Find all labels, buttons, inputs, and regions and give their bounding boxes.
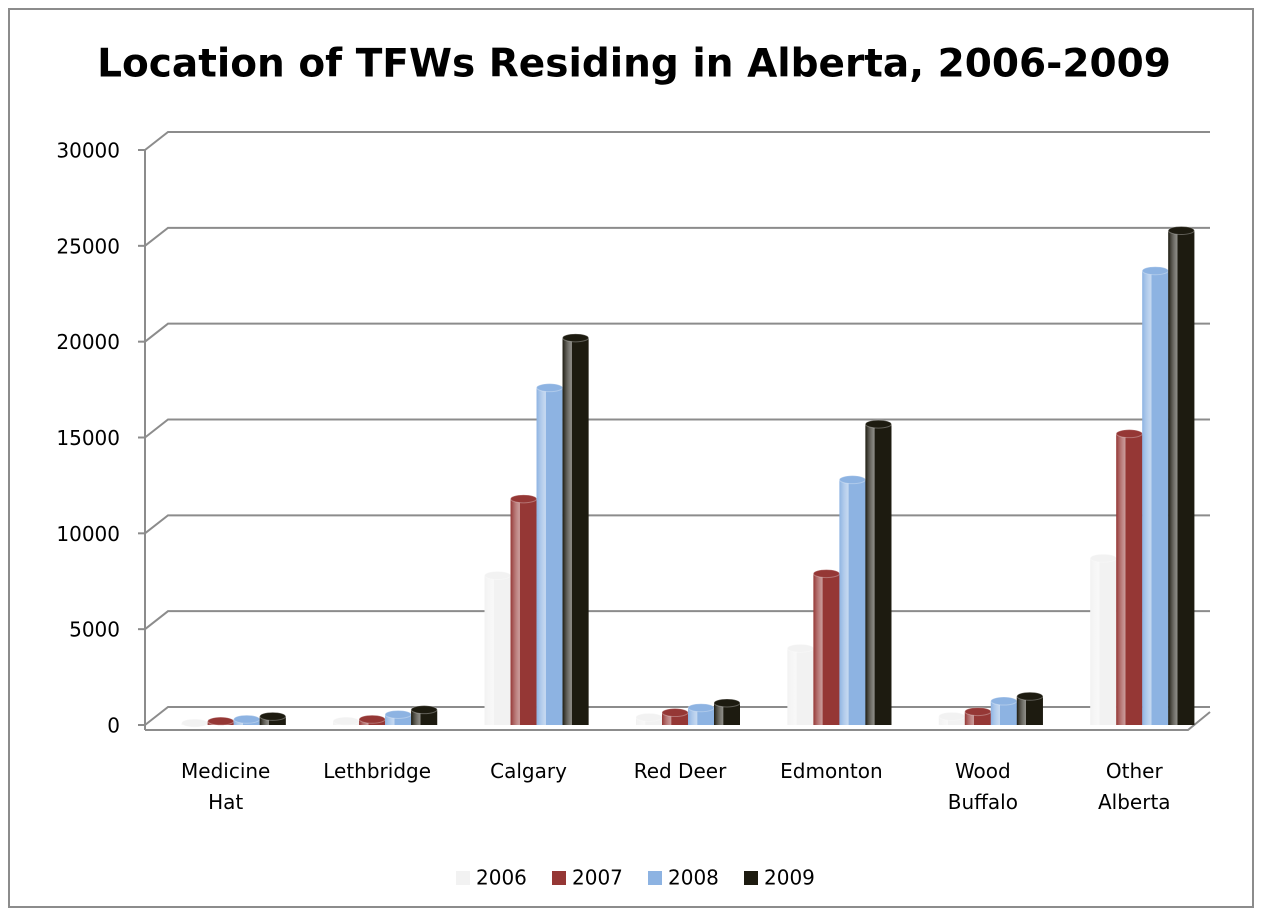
bar-cap (713, 698, 741, 708)
bar-cap (484, 571, 512, 580)
x-tick-label: Lethbridge (323, 759, 432, 783)
legend-label: 2006 (476, 866, 527, 890)
x-tick-label: Edmonton (780, 759, 883, 783)
bar-cap (510, 494, 538, 504)
bar-cap (207, 716, 235, 726)
bar-cap (864, 419, 892, 429)
bar-shade (1016, 696, 1043, 725)
bar-cap (410, 705, 438, 715)
bar-shade (259, 716, 286, 725)
bar-shade (536, 387, 563, 725)
x-tick-label: Calgary (490, 759, 567, 783)
bar-cap (332, 716, 360, 726)
y-tick-label: 15000 (56, 426, 120, 450)
y-tick-label: 5000 (69, 618, 120, 642)
y-tick-label: 20000 (56, 330, 120, 354)
bar-shade (562, 337, 589, 725)
bar-cap (358, 714, 386, 724)
grid-line (144, 514, 1210, 535)
bar-cap (964, 707, 992, 717)
x-tick-label: Medicine Hat (181, 759, 271, 814)
y-tick-label: 10000 (56, 522, 120, 546)
bar-shade (787, 648, 814, 725)
bar-cap (990, 696, 1018, 706)
legend-swatch (648, 871, 662, 885)
bar-cap (938, 711, 966, 721)
bar-shade (484, 575, 511, 725)
bar-cap (838, 475, 866, 485)
bar-shade (1116, 433, 1143, 725)
bar-cap (1089, 553, 1117, 563)
legend-label: 2008 (668, 866, 719, 890)
bar-cap (259, 711, 287, 721)
x-tick-label: Wood Buffalo (947, 759, 1018, 814)
bar-cap (661, 708, 689, 718)
bar-cap (635, 712, 663, 722)
bar-cap (181, 718, 209, 728)
bar-shade (990, 701, 1017, 725)
x-tick-label: Other Alberta (1098, 759, 1171, 814)
bar-cap (1115, 429, 1143, 439)
bar-cap (1141, 266, 1169, 276)
bar-shade (714, 702, 740, 725)
grid-line (144, 322, 1210, 343)
bar-shade (1142, 270, 1169, 725)
y-tick-label: 0 (107, 714, 120, 738)
bar-shade (938, 716, 965, 725)
bar-cap (1016, 691, 1044, 701)
x-tick-label: Red Deer (633, 759, 727, 783)
bar-shade (839, 479, 866, 725)
bar-shade (1090, 558, 1117, 725)
grid-line (144, 610, 1210, 630)
bar-shade (688, 707, 714, 725)
bar-cap (233, 714, 261, 724)
chart-frame (8, 8, 1254, 908)
legend-label: 2007 (572, 866, 623, 890)
grid-line (144, 226, 1210, 247)
bar-cap (1167, 226, 1195, 235)
bar-cap (812, 569, 840, 579)
chart-title: Location of TFWs Residing in Alberta, 20… (97, 42, 1171, 87)
y-tick-label: 30000 (56, 139, 120, 163)
bar-shade (411, 709, 438, 725)
legend-swatch (456, 871, 470, 885)
bar-shade (510, 498, 537, 725)
bar-cap (786, 643, 814, 653)
legend-label: 2009 (764, 866, 815, 890)
bar-shade (813, 573, 840, 725)
bar-shade (865, 424, 892, 725)
legend-swatch (744, 871, 758, 885)
legend-swatch (552, 871, 566, 885)
bar-cap (384, 709, 412, 719)
grid-line (144, 131, 1210, 151)
bar-shade (1168, 230, 1195, 725)
floor (145, 711, 1211, 731)
bar-cap (687, 703, 715, 713)
bar-shade (385, 714, 412, 725)
grid-line (144, 418, 1210, 439)
bar-cap (536, 383, 564, 393)
y-tick-label: 25000 (56, 234, 120, 258)
bar-cap (562, 333, 590, 343)
